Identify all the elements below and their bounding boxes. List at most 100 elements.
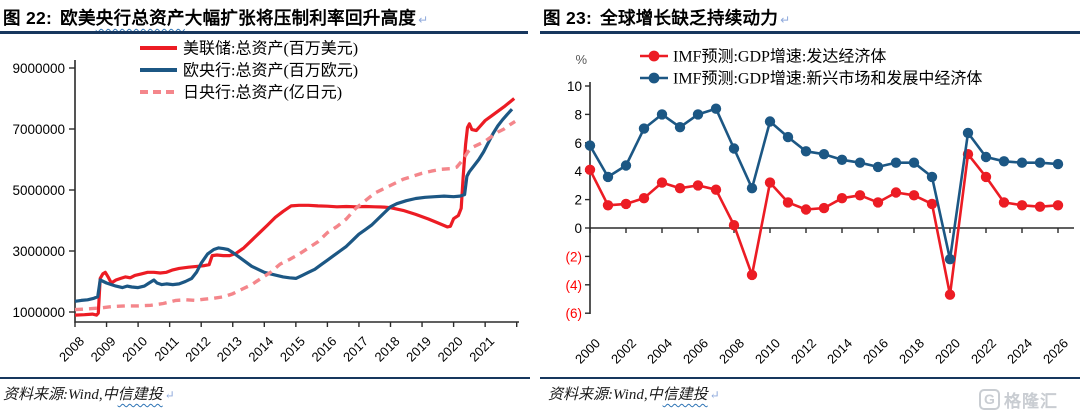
source-text-wavy: 信建投 — [662, 387, 708, 403]
data-point-marker — [710, 184, 722, 195]
x-tick-label: 2015 — [277, 334, 308, 365]
data-point-marker — [926, 198, 938, 210]
legend-label: 欧央行:总资产(百万欧元) — [183, 62, 358, 80]
data-point-marker — [926, 171, 938, 183]
y-tick-label: 5000000 — [12, 183, 65, 198]
data-point-marker — [854, 157, 866, 168]
y-tick-label: 9000000 — [12, 61, 65, 76]
y-tick-label: 10 — [567, 79, 582, 94]
paragraph-mark: ↵ — [709, 388, 720, 402]
x-tick-label: 2013 — [214, 334, 245, 365]
x-tick-label: 2017 — [340, 334, 371, 365]
x-tick-label: 2018 — [896, 336, 927, 367]
data-point-marker — [998, 197, 1010, 208]
x-tick-label: 2016 — [860, 336, 891, 367]
x-tick-label: 2019 — [403, 334, 434, 365]
data-point-marker — [980, 171, 992, 183]
data-point-marker — [620, 160, 632, 171]
series-line-0 — [74, 97, 516, 317]
data-point-marker — [998, 156, 1010, 167]
figure-23-number: 图 23: — [543, 8, 593, 28]
data-point-marker — [728, 220, 740, 231]
x-tick-label: 2000 — [572, 336, 603, 367]
data-point-marker — [602, 171, 614, 183]
x-tick-label: 2008 — [716, 336, 747, 367]
data-point-marker — [818, 202, 830, 214]
gelonghui-logo-icon: G — [979, 389, 1000, 410]
footer-rule — [0, 377, 530, 379]
data-point-marker — [746, 183, 758, 194]
x-tick-label: 2010 — [119, 334, 150, 365]
y-tick-label: 8 — [574, 107, 582, 122]
source-text-wavy: 信建投 — [117, 387, 163, 403]
x-tick-label: 2009 — [88, 334, 119, 365]
data-point-marker — [1034, 201, 1046, 212]
data-point-marker — [890, 157, 902, 168]
data-point-marker — [1016, 200, 1028, 211]
x-tick-label: 2012 — [788, 336, 819, 367]
figure-23-title: 图 23: 全球增长缺乏持续动力 ↵ — [543, 5, 791, 30]
legend-marker — [648, 72, 660, 84]
x-tick-label: 2014 — [245, 334, 276, 365]
figure-22-number: 图 22: — [3, 8, 53, 28]
data-point-marker — [584, 164, 596, 175]
legend-label: IMF预测:GDP增速:发达经济体 — [673, 48, 886, 66]
data-point-marker — [656, 177, 668, 188]
y-tick-label: 3000000 — [12, 244, 65, 259]
y-tick-label: (2) — [566, 249, 583, 264]
y-tick-label: 6 — [574, 136, 582, 151]
series-line-2 — [74, 119, 517, 312]
data-point-marker — [836, 193, 848, 204]
x-tick-label: 2011 — [151, 334, 181, 364]
x-tick-label: 2024 — [1004, 336, 1035, 367]
y-tick-label: 2 — [574, 193, 582, 208]
data-point-marker — [674, 183, 686, 194]
data-point-marker — [1052, 158, 1064, 170]
data-point-marker — [908, 190, 920, 201]
data-point-marker — [584, 140, 596, 151]
figure-22-title-wavy: 央行总资产 — [95, 8, 185, 28]
gelonghui-logo-text: 格隆汇 — [1004, 392, 1058, 411]
legend-marker — [648, 50, 660, 62]
y-tick-label: (4) — [566, 278, 583, 293]
data-point-marker — [872, 197, 884, 208]
figure-22-title-post: 大幅扩张将压制利率回升高度 — [184, 8, 417, 28]
data-point-marker — [890, 187, 902, 198]
footer-rule — [540, 377, 1080, 379]
data-point-marker — [782, 131, 794, 143]
data-point-marker — [764, 116, 776, 127]
data-point-marker — [1052, 200, 1064, 211]
data-point-marker — [710, 103, 722, 114]
x-tick-label: 2020 — [932, 336, 963, 367]
legend-label: IMF预测:GDP增速:新兴市场和发展中经济体 — [673, 70, 982, 88]
data-point-marker — [854, 190, 866, 201]
legend: 美联储:总资产(百万美元) 欧央行:总资产(百万欧元) 日央行:总资产(亿日元) — [140, 40, 358, 102]
x-tick-label: 2021 — [466, 334, 497, 365]
legend: IMF预测:GDP增速:发达经济体 IMF预测:GDP增速:新兴市场和发展中经济体 — [640, 48, 982, 88]
data-point-marker — [980, 151, 992, 163]
data-point-marker — [692, 109, 704, 120]
data-point-marker — [836, 154, 848, 165]
y-tick-label: 1000000 — [12, 305, 65, 320]
data-point-marker — [944, 289, 956, 300]
data-point-marker — [908, 157, 920, 168]
source-text: 资料来源:Wind,中 — [3, 387, 118, 403]
figure-23-panel: 图 23: 全球增长缺乏持续动力 ↵ % 10 8 6 4 2 0 (2) (4) (6) 2000 20… — [540, 0, 1080, 414]
series-line-1 — [74, 108, 514, 303]
paragraph-mark: ↵ — [164, 388, 175, 402]
x-tick-label: 2002 — [608, 336, 639, 367]
x-tick-label: 2016 — [308, 334, 339, 365]
data-point-marker — [800, 146, 812, 157]
y-tick-label: 4 — [574, 164, 582, 179]
y-axis-unit: % — [575, 52, 587, 67]
x-tick-label: 2022 — [968, 336, 999, 367]
paragraph-mark: ↵ — [780, 13, 791, 27]
gelonghui-logo: G 格隆汇 — [979, 387, 1058, 412]
figure-22-panel: 图 22: 欧美央行总资产大幅扩张将压制利率回升高度 ↵ 1000000 300000… — [0, 8, 530, 403]
x-tick-label: 2012 — [182, 334, 213, 365]
data-point-marker — [1016, 157, 1028, 168]
